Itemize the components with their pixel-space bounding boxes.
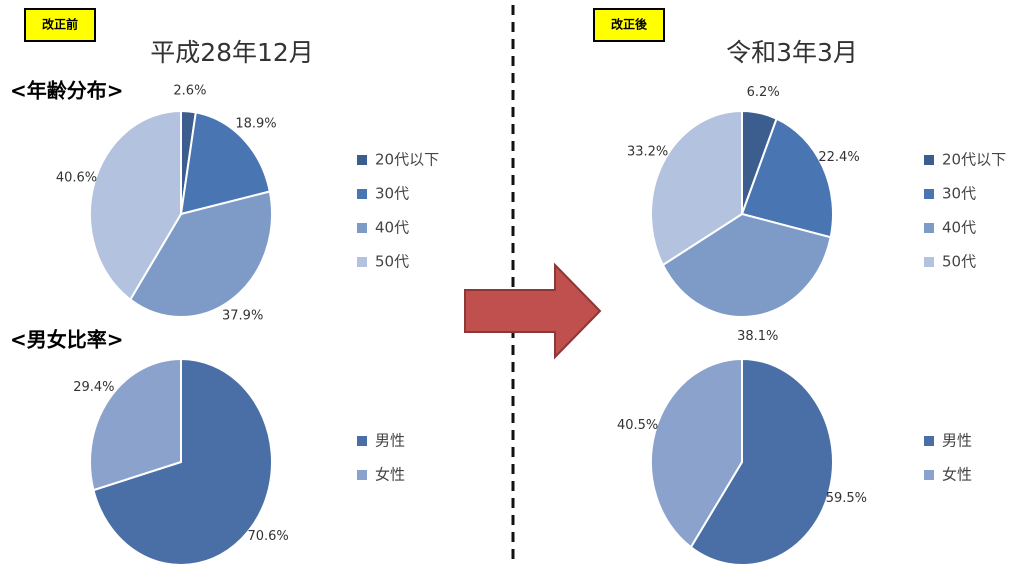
- legend-label: 40代: [942, 219, 976, 237]
- legend-swatch: [357, 257, 367, 267]
- data-label: 37.9%: [222, 309, 263, 324]
- legend-swatch: [924, 223, 934, 233]
- legend-label: 女性: [942, 466, 972, 484]
- legend-label: 20代以下: [375, 151, 439, 169]
- badge-box: [24, 8, 96, 42]
- pie-slice: [89, 109, 182, 302]
- section-label: <男女比率>: [10, 328, 124, 352]
- pie-slice: [650, 109, 743, 267]
- pie-slice: [689, 357, 834, 566]
- legend-swatch: [357, 470, 367, 480]
- legend-label: 男性: [942, 432, 972, 450]
- data-label: 2.6%: [173, 83, 206, 98]
- legend-swatch: [357, 155, 367, 165]
- legend-swatch: [924, 257, 934, 267]
- legend-swatch: [924, 470, 934, 480]
- legend-label: 男性: [375, 432, 405, 450]
- data-label: 40.5%: [617, 418, 658, 433]
- legend-label: 女性: [375, 466, 405, 484]
- badge-box: [593, 8, 665, 42]
- legend-label: 20代以下: [942, 151, 1006, 169]
- pie-slice: [650, 357, 743, 549]
- legend-swatch: [357, 436, 367, 446]
- data-label: 40.6%: [56, 171, 97, 186]
- panel-title: 平成28年12月: [150, 38, 314, 67]
- data-label: 6.2%: [747, 85, 780, 100]
- badge: 改正後: [611, 17, 648, 32]
- data-label: 33.2%: [627, 144, 668, 159]
- data-label: 38.1%: [737, 329, 778, 344]
- section-label: <年齢分布>: [10, 79, 124, 103]
- legend-label: 30代: [375, 185, 409, 203]
- legend-swatch: [357, 223, 367, 233]
- pie-slice: [89, 357, 182, 492]
- legend-swatch: [924, 155, 934, 165]
- data-label: 70.6%: [247, 529, 288, 544]
- badge: 改正前: [42, 17, 78, 32]
- legend-swatch: [357, 189, 367, 199]
- arrow: [464, 262, 602, 360]
- legend-swatch: [924, 436, 934, 446]
- legend-label: 30代: [942, 185, 976, 203]
- pie-slice: [179, 111, 271, 216]
- panel-title: 令和3年3月: [726, 38, 858, 67]
- data-label: 18.9%: [235, 117, 276, 132]
- pie-slice: [92, 357, 273, 566]
- legend-label: 40代: [375, 219, 409, 237]
- pie-slice: [129, 190, 273, 318]
- data-label: 22.4%: [818, 150, 859, 165]
- legend-label: 50代: [375, 253, 409, 271]
- legend-label: 50代: [942, 253, 976, 271]
- data-label: 59.5%: [826, 491, 867, 506]
- pie-slice: [661, 212, 832, 318]
- pie-slice: [740, 117, 834, 239]
- legend-swatch: [924, 189, 934, 199]
- data-label: 29.4%: [73, 380, 114, 395]
